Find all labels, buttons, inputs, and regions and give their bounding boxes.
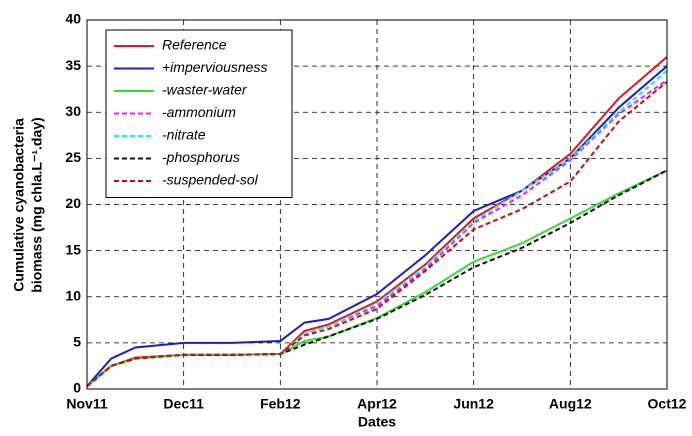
y-tick-label: 35 (65, 57, 81, 73)
legend-label: Reference (162, 37, 227, 53)
x-tick-label: Apr12 (357, 396, 397, 412)
x-tick-label: Jun12 (453, 396, 494, 412)
legend-label: -waster-water (162, 82, 248, 98)
legend-label: -nitrate (162, 127, 206, 143)
legend-label: -ammonium (162, 104, 236, 120)
y-tick-label: 5 (73, 334, 81, 350)
x-tick-label: Nov11 (66, 396, 107, 412)
x-tick-label: Feb12 (260, 396, 301, 412)
x-tick-label: Dec11 (163, 396, 204, 412)
y-tick-label: 0 (73, 380, 81, 396)
y-axis-label: biomass (mg chla.L⁻¹.day) (29, 117, 45, 292)
y-tick-label: 30 (65, 103, 81, 119)
x-tick-label: Aug12 (549, 396, 592, 412)
series-line (86, 81, 668, 387)
legend-label: -phosphorus (162, 149, 240, 165)
legend-label: +imperviousness (162, 59, 267, 75)
y-tick-label: 40 (65, 11, 81, 27)
x-axis-label: Dates (358, 414, 396, 430)
x-tick-label: Oct12 (648, 396, 687, 412)
y-tick-label: 10 (65, 287, 81, 303)
plot-frame (86, 19, 668, 390)
y-tick-label: 15 (65, 241, 81, 257)
y-tick-label: 20 (65, 195, 81, 211)
y-axis-label: Cumulative cyanobacteria (11, 118, 27, 292)
legend-box (105, 29, 293, 198)
series-line (86, 65, 668, 387)
y-tick-label: 25 (65, 149, 81, 165)
legend-label: -suspended-sol (162, 172, 259, 188)
